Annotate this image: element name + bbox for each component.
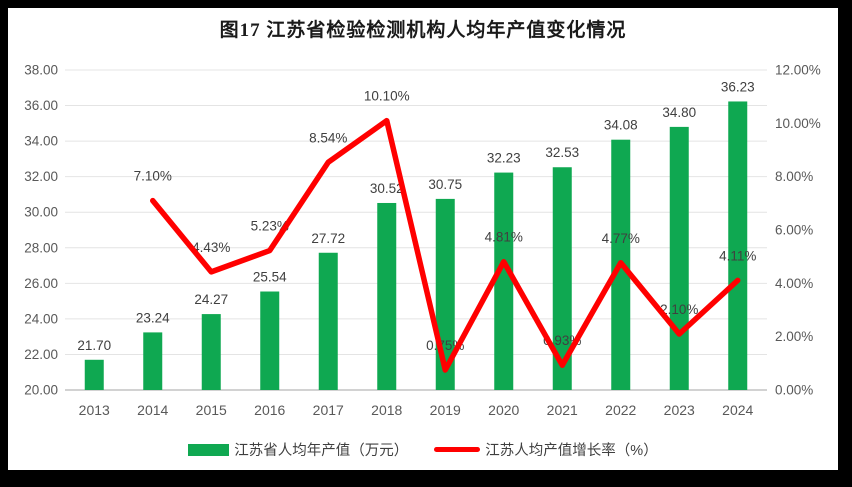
right-axis-tick-label: 4.00% — [775, 276, 813, 291]
growth-rate-line — [150, 117, 741, 373]
bar-2014 — [143, 332, 163, 390]
bar-value-label: 24.27 — [194, 292, 228, 307]
legend-item-line-series: 江苏人均产值增长率（%） — [434, 439, 658, 460]
bar-value-label: 32.53 — [545, 145, 579, 160]
left-axis-tick-label: 20.00 — [24, 383, 58, 398]
right-axis-tick-label: 10.00% — [775, 116, 821, 131]
line-value-label: 7.10% — [134, 169, 172, 184]
bar-value-label: 34.08 — [604, 118, 638, 133]
legend-line-series-label: 江苏人均产值增长率（%） — [485, 443, 658, 459]
left-axis-tick-label: 38.00 — [24, 63, 58, 78]
line-value-label: 2.10% — [660, 302, 698, 317]
plot-svg: 38.00 36.00 34.00 32.00 30.00 28.00 26.00 24.00… — [24, 63, 821, 419]
legend-bar-series-label: 江苏省人均年产值（万元） — [234, 443, 409, 459]
x-axis-label: 2022 — [605, 402, 636, 418]
bar-value-label: 23.24 — [136, 310, 170, 325]
line-value-label: 8.54% — [309, 130, 347, 145]
line-value-label: 5.23% — [251, 219, 289, 234]
bar-2017 — [318, 252, 338, 390]
bar-2015 — [201, 314, 221, 390]
left-axis-tick-label: 28.00 — [24, 240, 58, 255]
bar-value-label: 27.72 — [311, 231, 345, 246]
x-axis-label: 2014 — [137, 402, 168, 418]
x-axis-label: 2018 — [371, 402, 402, 418]
x-axis-label: 2013 — [79, 402, 110, 418]
x-axis-label: 2016 — [254, 402, 285, 418]
right-axis-tick-label: 12.00% — [775, 63, 821, 78]
line-value-label: 4.77% — [602, 231, 640, 246]
bar-2016 — [260, 291, 280, 390]
right-axis-tick-label: 2.00% — [775, 329, 813, 344]
bar-2024 — [728, 101, 748, 390]
line-value-label: 4.43% — [192, 240, 230, 255]
x-axis-label: 2023 — [664, 402, 695, 418]
x-axis-label: 2019 — [430, 402, 461, 418]
left-axis-tick-label: 26.00 — [24, 276, 58, 291]
x-axis-label: 2020 — [488, 402, 519, 418]
bar-2021 — [552, 167, 572, 390]
x-axis-label: 2017 — [313, 402, 344, 418]
bar-value-label: 30.52 — [370, 181, 404, 196]
right-axis-tick-label: 8.00% — [775, 169, 813, 184]
bar-value-label: 30.75 — [428, 177, 462, 192]
left-axis-tick-label: 32.00 — [24, 169, 58, 184]
bar-2013 — [84, 359, 104, 390]
bar-value-label: 32.23 — [487, 151, 521, 166]
legend: 江苏省人均年产值（万元） 江苏人均产值增长率（%） — [8, 439, 838, 460]
bar-value-label: 36.23 — [721, 79, 755, 94]
left-axis-tick-label: 30.00 — [24, 205, 58, 220]
chart-panel: 图17 江苏省检验检测机构人均年产值变化情况 38.00 36.00 34.00 32… — [8, 8, 838, 470]
line-value-label: 4.81% — [485, 230, 523, 245]
bar-2018 — [377, 202, 397, 390]
chart-title: 图17 江苏省检验检测机构人均年产值变化情况 — [219, 20, 627, 41]
bar-series-swatch-icon — [188, 443, 230, 456]
line-value-label: 4.11% — [719, 248, 756, 263]
bar-2020 — [494, 172, 514, 390]
right-axis-tick-label: 0.00% — [775, 383, 813, 398]
left-axis-tick-label: 22.00 — [24, 347, 58, 362]
left-axis-tick-label: 36.00 — [24, 98, 58, 113]
left-axis-tick-label: 24.00 — [24, 311, 58, 326]
line-value-label: 10.10% — [364, 89, 410, 104]
x-axis-label: 2024 — [722, 402, 753, 418]
right-axis-tick-label: 6.00% — [775, 223, 813, 238]
x-axis-label: 2021 — [547, 402, 578, 418]
bar-value-label: 25.54 — [253, 270, 287, 285]
legend-item-bar-series: 江苏省人均年产值（万元） — [188, 439, 408, 460]
bar-value-label: 21.70 — [77, 338, 111, 353]
bar-value-label: 34.80 — [662, 105, 696, 120]
x-axis-label: 2015 — [196, 402, 227, 418]
left-axis-tick-label: 34.00 — [24, 134, 58, 149]
bar-2023 — [669, 126, 689, 390]
line-series-swatch-icon — [434, 447, 481, 452]
